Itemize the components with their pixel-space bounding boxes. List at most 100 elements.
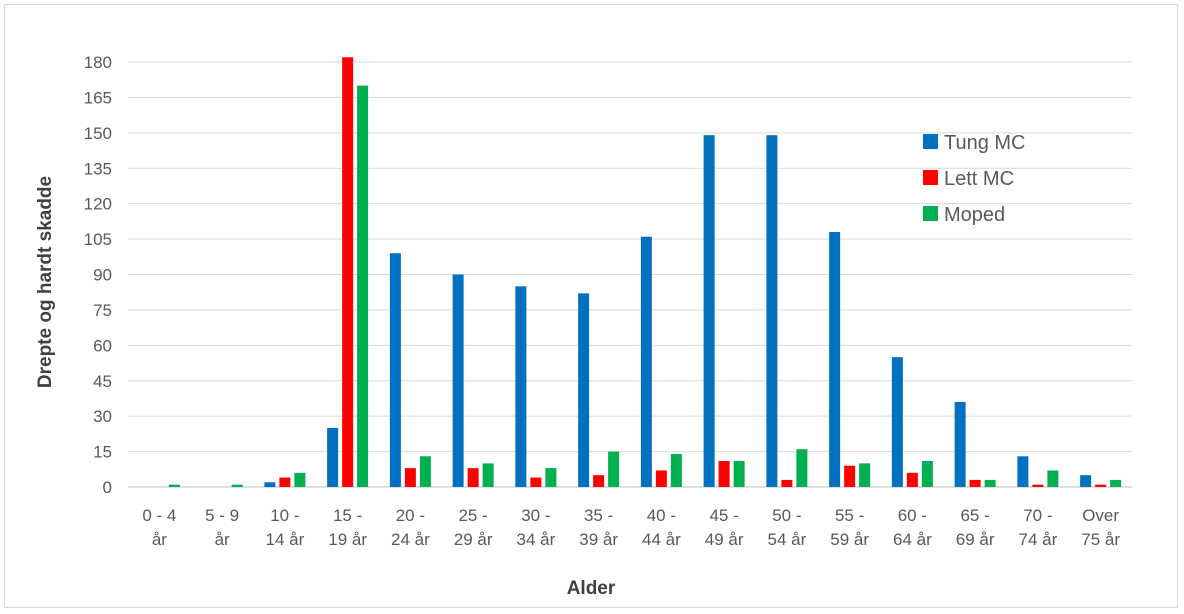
- bar-lett-mc: [279, 477, 291, 487]
- x-tick-label: 74 år: [1019, 530, 1058, 549]
- legend-label: Tung MC: [944, 132, 1026, 154]
- x-tick-label: 65 -: [960, 506, 989, 525]
- y-tick-label: 75: [93, 301, 112, 320]
- bar-tung-mc: [703, 135, 715, 487]
- bar-tung-mc: [1017, 456, 1029, 487]
- bar-moped: [168, 484, 180, 487]
- x-tick-label: 39 år: [579, 530, 618, 549]
- bar-lett-mc: [1032, 484, 1044, 487]
- bar-moped: [921, 461, 933, 487]
- x-tick-label: 55 -: [835, 506, 864, 525]
- legend-label: Moped: [944, 204, 1005, 226]
- x-tick-label: 24 år: [391, 530, 430, 549]
- y-axis-title: Drepte og hardt skadde: [35, 176, 56, 388]
- x-tick-label: 59 år: [830, 530, 869, 549]
- x-tick-label: 49 år: [705, 530, 744, 549]
- bar-tung-mc: [1080, 475, 1092, 487]
- x-tick-label: 44 år: [642, 530, 681, 549]
- y-tick-label: 165: [84, 88, 112, 107]
- x-tick-label: 45 -: [709, 506, 738, 525]
- y-tick-label: 15: [93, 443, 112, 462]
- bar-tung-mc: [452, 274, 464, 487]
- x-tick-label: 19 år: [328, 530, 367, 549]
- y-tick-label: 90: [93, 266, 112, 285]
- x-tick-label: 50 -: [772, 506, 801, 525]
- bar-tung-mc: [264, 482, 276, 487]
- x-tick-label: 5 - 9: [205, 506, 239, 525]
- y-tick-label: 120: [84, 195, 112, 214]
- x-tick-label: 0 - 4: [142, 506, 176, 525]
- x-axis-title: Alder: [567, 578, 616, 599]
- bar-moped: [608, 451, 620, 487]
- x-tick-label: 60 -: [898, 506, 927, 525]
- legend-swatch: [923, 134, 938, 149]
- legend-swatch: [923, 170, 938, 185]
- chart-frame: 0 15 30 45 60 75 90 105 120 135 150 165 180 0 - 4 år 5…: [4, 4, 1178, 608]
- legend-swatch: [923, 206, 938, 221]
- x-tick-label: 15 -: [333, 506, 362, 525]
- bar-tung-mc: [389, 253, 401, 487]
- x-tick-label: 40 -: [647, 506, 676, 525]
- bar-moped: [796, 449, 808, 487]
- legend-label: Lett MC: [944, 168, 1014, 190]
- x-tick-label: 30 -: [521, 506, 550, 525]
- bar-tung-mc: [327, 427, 339, 487]
- bar-chart: 0 15 30 45 60 75 90 105 120 135 150 165 180 0 - 4 år 5…: [35, 53, 1132, 599]
- bar-lett-mc: [969, 479, 981, 487]
- y-tick-label: 135: [84, 159, 112, 178]
- bar-lett-mc: [342, 57, 354, 488]
- bar-lett-mc: [906, 472, 918, 487]
- y-tick-labels: 0 15 30 45 60 75 90 105 120 135 150 165 180: [84, 53, 112, 497]
- bar-moped: [482, 463, 494, 487]
- bar-moped: [1110, 479, 1122, 487]
- bar-lett-mc: [530, 477, 542, 487]
- y-tick-label: 30: [93, 407, 112, 426]
- bar-lett-mc: [404, 468, 416, 487]
- bar-lett-mc: [844, 465, 856, 487]
- bar-lett-mc: [593, 475, 605, 487]
- x-tick-label: 34 år: [517, 530, 556, 549]
- x-tick-label: 64 år: [893, 530, 932, 549]
- x-tick-label: 70 -: [1023, 506, 1052, 525]
- x-tick-label: Over: [1082, 506, 1119, 525]
- y-tick-label: 105: [84, 230, 112, 249]
- x-tick-label: 10 -: [270, 506, 299, 525]
- bar-moped: [1047, 470, 1059, 487]
- bar-tung-mc: [640, 236, 652, 487]
- bar-moped: [357, 85, 369, 487]
- x-tick-label: 25 -: [458, 506, 487, 525]
- x-tick-label: 54 år: [768, 530, 807, 549]
- legend: Tung MC Lett MC Moped: [923, 132, 1026, 226]
- bar-lett-mc: [718, 461, 730, 487]
- x-tick-label: 29 år: [454, 530, 493, 549]
- y-tick-label: 0: [103, 478, 112, 497]
- y-tick-label: 45: [93, 372, 112, 391]
- bar-moped: [859, 463, 871, 487]
- x-tick-label: år: [215, 530, 230, 549]
- bars: [168, 57, 1122, 488]
- x-tick-label: 35 -: [584, 506, 613, 525]
- bar-lett-mc: [781, 479, 793, 487]
- bar-tung-mc: [578, 293, 590, 487]
- y-tick-label: 150: [84, 124, 112, 143]
- bar-lett-mc: [655, 470, 667, 487]
- bar-tung-mc: [515, 286, 527, 487]
- bar-moped: [294, 472, 306, 487]
- bar-lett-mc: [467, 468, 479, 487]
- x-tick-label: 69 år: [956, 530, 995, 549]
- bar-lett-mc: [1095, 484, 1107, 487]
- gridlines: [128, 61, 1132, 488]
- x-tick-label: 14 år: [266, 530, 305, 549]
- bar-tung-mc: [766, 135, 778, 487]
- bar-moped: [231, 484, 243, 487]
- x-tick-label: 20 -: [396, 506, 425, 525]
- y-tick-label: 60: [93, 336, 112, 355]
- x-tick-label: år: [152, 530, 167, 549]
- bar-moped: [419, 456, 431, 487]
- bar-moped: [670, 453, 682, 487]
- x-tick-labels: 0 - 4 år 5 - 9 år 10 - 14 år 15 - 19 år 20 - 24 å…: [142, 506, 1120, 549]
- bar-moped: [733, 461, 745, 487]
- bar-tung-mc: [954, 402, 966, 487]
- x-tick-label: 75 år: [1081, 530, 1120, 549]
- bar-tung-mc: [829, 232, 841, 487]
